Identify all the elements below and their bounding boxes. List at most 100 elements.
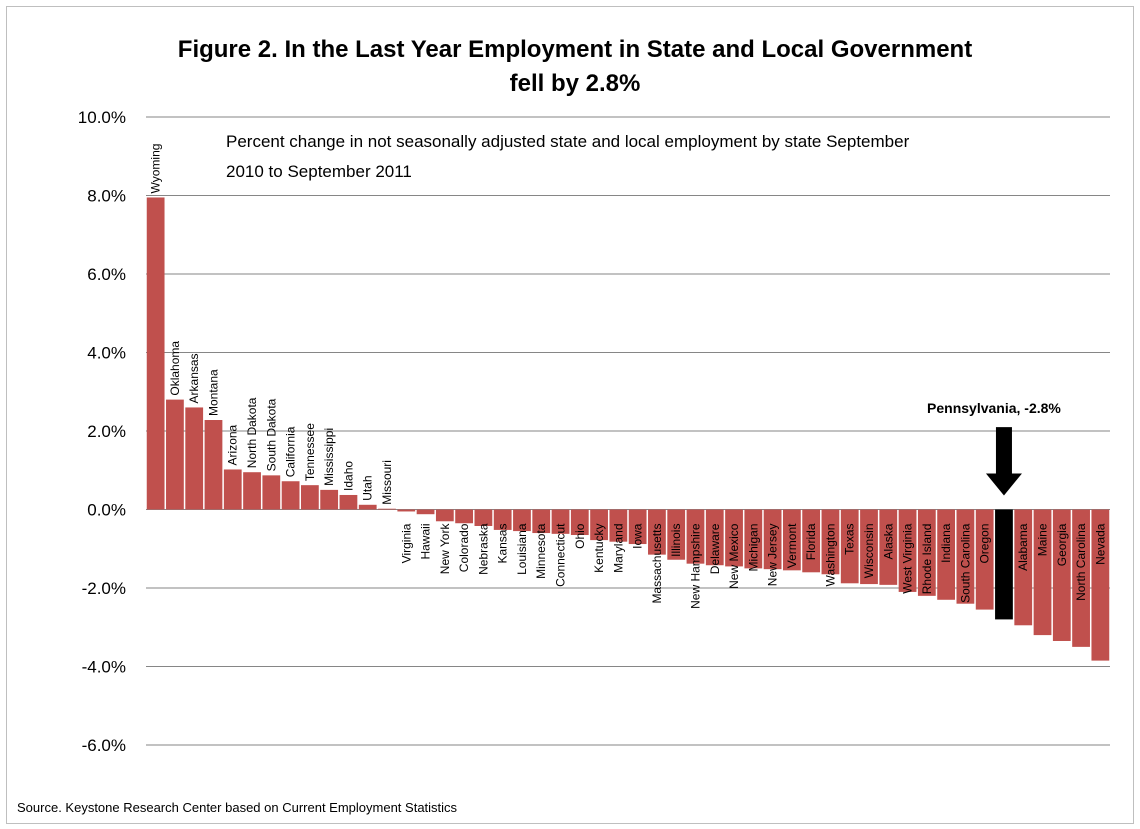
category-label: New York <box>438 523 452 575</box>
bar-oklahoma <box>166 399 184 510</box>
y-tick-label: 10.0% <box>78 108 126 127</box>
bar-georgia <box>1052 509 1071 641</box>
category-label: Virginia <box>399 523 413 563</box>
category-label: Hawaii <box>419 524 433 560</box>
category-label: South Carolina <box>958 523 972 603</box>
bar-kansas <box>493 509 512 530</box>
category-label: Iowa <box>631 523 645 549</box>
bar-rhode-island <box>917 509 936 596</box>
bar-minnesota <box>532 509 551 534</box>
pennsylvania-callout: Pennsylvania, -2.8% <box>927 400 1061 496</box>
y-tick-label: -2.0% <box>82 579 126 598</box>
category-label: North Dakota <box>245 397 259 468</box>
bar-oregon <box>975 509 994 610</box>
bar-hawaii <box>416 509 435 515</box>
callout-label: Pennsylvania, -2.8% <box>927 400 1061 416</box>
category-labels: Wyoming Oklahoma Arkansas Montana Arizona Nor… <box>149 144 1108 609</box>
category-label: Texas <box>843 524 857 555</box>
bar-south-dakota <box>262 475 281 510</box>
bar-new-jersey <box>763 509 782 570</box>
bar-nebraska <box>474 509 493 526</box>
category-label: Florida <box>804 523 818 560</box>
bar-delaware <box>705 509 724 566</box>
category-label: Wisconsin <box>862 524 876 579</box>
y-tick-label: 6.0% <box>87 265 126 284</box>
bar-michigan <box>744 509 763 569</box>
category-label: Vermont <box>785 523 799 568</box>
category-label: Massachusetts <box>650 524 664 604</box>
bar-ohio <box>570 509 589 536</box>
category-label: Arizona <box>226 424 240 465</box>
y-tick-label: -4.0% <box>82 658 126 677</box>
bar-north-carolina <box>1072 509 1090 647</box>
bar-pennsylvania <box>995 509 1013 620</box>
bar-maine <box>1033 509 1052 636</box>
subtitle-line-1: Percent change in not seasonally adjuste… <box>226 132 910 151</box>
bar-new-hampshire <box>686 509 705 564</box>
category-label: Michigan <box>746 524 760 572</box>
bar-new-mexico <box>725 509 743 567</box>
chart-frame: Figure 2. In the Last Year Employment in… <box>6 6 1134 824</box>
bar-wyoming <box>146 197 165 510</box>
chart-title-line-1: Figure 2. In the Last Year Employment in… <box>178 36 972 63</box>
category-label: Missouri <box>380 460 394 505</box>
category-label: Illinois <box>669 524 683 557</box>
bars <box>146 197 1110 661</box>
category-label: New Jersey <box>766 524 780 587</box>
category-label: Montana <box>206 369 220 416</box>
category-label: Idaho <box>341 461 355 491</box>
category-label: Louisiana <box>515 523 529 575</box>
bar-iowa <box>628 509 647 545</box>
bar-west-virginia <box>898 509 917 592</box>
bar-alaska <box>879 509 898 585</box>
category-label: Alabama <box>1016 523 1030 571</box>
bar-missouri <box>378 508 396 510</box>
category-label: Kansas <box>496 524 510 564</box>
bar-idaho <box>339 494 358 510</box>
category-label: Arkansas <box>187 353 201 403</box>
y-tick-label: -6.0% <box>82 736 126 755</box>
category-label: West Virginia <box>901 523 915 594</box>
category-label: Ohio <box>573 523 587 549</box>
category-label: Maryland <box>611 524 625 573</box>
bar-wisconsin <box>860 509 878 585</box>
category-label: Oklahoma <box>168 341 182 396</box>
bar-utah <box>358 504 377 510</box>
bar-chart: Figure 2. In the Last Year Employment in… <box>17 36 1110 815</box>
category-label: Oregon <box>978 524 992 564</box>
bar-arizona <box>223 469 242 510</box>
category-label: Alaska <box>881 523 895 559</box>
y-tick-label: 0.0% <box>87 501 126 520</box>
bar-illinois <box>667 509 686 560</box>
bar-colorado <box>455 509 474 524</box>
category-label: Wyoming <box>149 144 163 194</box>
bar-montana <box>204 420 223 510</box>
category-label: Connecticut <box>554 523 568 587</box>
bar-tennessee <box>300 485 319 510</box>
down-arrow-icon <box>985 427 1022 496</box>
bar-maryland <box>609 509 628 542</box>
category-label: Utah <box>361 475 375 500</box>
category-label: Delaware <box>708 523 722 574</box>
category-label: Maine <box>1036 523 1050 556</box>
category-label: New Hampshire <box>688 523 702 609</box>
bar-california <box>281 481 300 510</box>
category-label: Nebraska <box>476 523 490 575</box>
category-label: New Mexico <box>727 523 741 589</box>
y-axis-ticks: 10.0% 8.0% 6.0% 4.0% 2.0% 0.0% -2.0% -4.0% -6.0% <box>78 108 126 755</box>
category-label: Washington <box>823 524 837 587</box>
bar-connecticut <box>551 509 570 534</box>
subtitle-line-2: 2010 to September 2011 <box>226 162 412 181</box>
bar-south-carolina <box>956 509 975 604</box>
bar-kentucky <box>590 509 608 541</box>
chart-title-line-2: fell by 2.8% <box>510 70 641 97</box>
category-label: North Carolina <box>1074 523 1088 601</box>
bar-texas <box>840 509 859 584</box>
bar-florida <box>802 509 821 573</box>
bar-vermont <box>782 509 801 571</box>
bar-massachusetts <box>648 509 666 555</box>
bar-new-york <box>435 509 454 522</box>
category-label: South Dakota <box>264 398 278 471</box>
gridlines <box>146 116 1110 746</box>
bar-alabama <box>1014 509 1033 626</box>
